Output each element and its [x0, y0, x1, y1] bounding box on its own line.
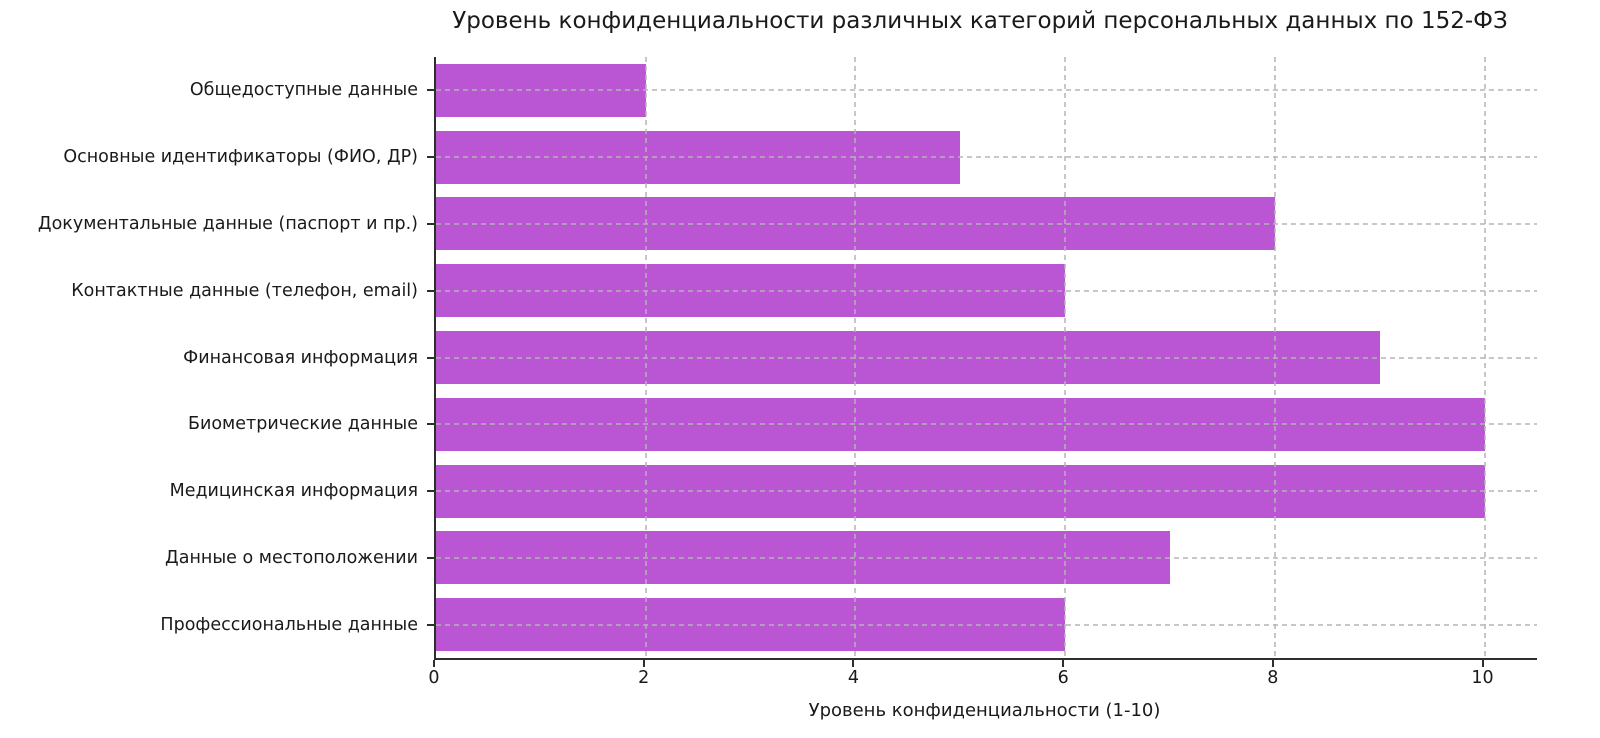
y-tick-label: Данные о местоположении — [165, 547, 418, 568]
y-tick-mark — [427, 556, 434, 559]
horizontal-gridline — [436, 356, 1537, 359]
y-tick-mark — [427, 356, 434, 359]
y-tick-label: Основные идентификаторы (ФИО, ДР) — [63, 147, 418, 168]
x-tick-mark — [1271, 660, 1274, 667]
x-tick-mark — [642, 660, 645, 667]
y-tick-label: Документальные данные (паспорт и пр.) — [37, 213, 418, 234]
y-tick-label: Медицинская информация — [169, 481, 418, 502]
x-tick-label: 2 — [638, 668, 650, 688]
y-tick-mark — [427, 156, 434, 159]
y-tick-mark — [427, 423, 434, 426]
y-axis-labels: Общедоступные данные Основные идентификат… — [0, 57, 426, 658]
x-tick-mark — [1062, 660, 1065, 667]
y-tick-mark — [427, 490, 434, 493]
chart-title: Уровень конфиденциальности различных кат… — [452, 8, 1508, 34]
horizontal-gridline — [436, 490, 1537, 493]
horizontal-gridline — [436, 89, 1537, 92]
y-tick-mark — [427, 289, 434, 292]
horizontal-gridline — [436, 156, 1537, 159]
x-tick-label: 0 — [428, 668, 440, 688]
x-tick-label: 8 — [1267, 668, 1279, 688]
vertical-gridline — [644, 57, 647, 658]
x-tick-label: 10 — [1471, 668, 1494, 688]
x-tick-label: 4 — [847, 668, 859, 688]
y-tick-mark — [427, 623, 434, 626]
horizontal-gridline — [436, 289, 1537, 292]
x-tick-mark — [1481, 660, 1484, 667]
vertical-gridline — [1483, 57, 1486, 658]
horizontal-gridline — [436, 623, 1537, 626]
vertical-gridline — [854, 57, 857, 658]
y-tick-mark — [427, 222, 434, 225]
horizontal-gridline — [436, 222, 1537, 225]
x-tick-label: 6 — [1057, 668, 1069, 688]
horizontal-gridline — [436, 556, 1537, 559]
y-tick-label: Профессиональные данные — [160, 614, 418, 635]
y-tick-mark — [427, 89, 434, 92]
horizontal-gridline — [436, 423, 1537, 426]
y-tick-label: Контактные данные (телефон, email) — [71, 280, 418, 301]
vertical-gridline — [1273, 57, 1276, 658]
x-axis-label: Уровень конфиденциальности (1-10) — [808, 700, 1161, 721]
y-tick-label: Финансовая информация — [183, 347, 418, 368]
x-tick-mark — [852, 660, 855, 667]
y-tick-label: Биометрические данные — [187, 414, 418, 435]
plot-area — [434, 57, 1537, 660]
grid-layer — [436, 57, 1537, 658]
y-tick-label: Общедоступные данные — [189, 80, 418, 101]
x-tick-mark — [433, 660, 435, 667]
vertical-gridline — [1064, 57, 1067, 658]
